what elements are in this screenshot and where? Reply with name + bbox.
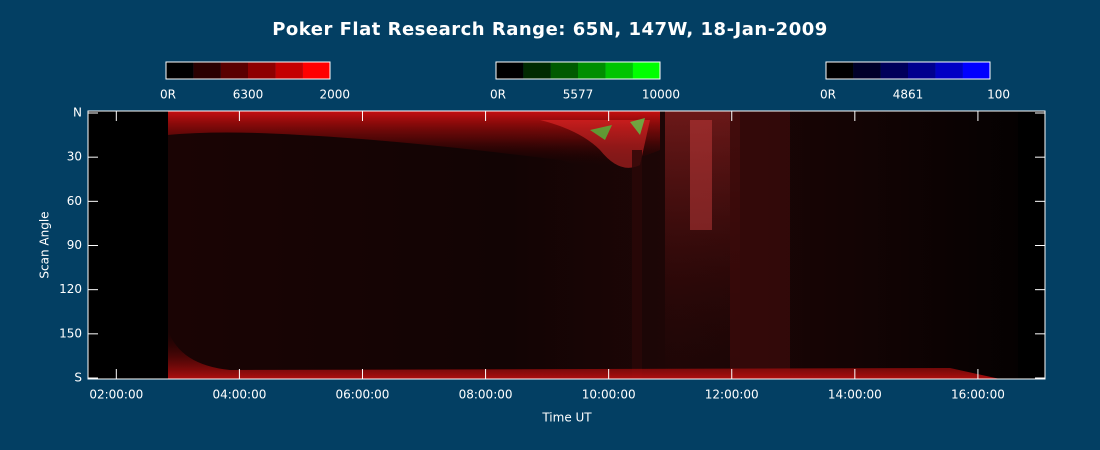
colorbar-max-label: 10000: [642, 88, 680, 102]
chart-title: Poker Flat Research Range: 65N, 147W, 18…: [272, 19, 828, 40]
x-tick-label: 16:00:00: [951, 388, 1005, 402]
colorbar-max-label: 2000: [319, 88, 350, 102]
keogram-image: [88, 111, 1045, 379]
x-tick-label: 02:00:00: [89, 388, 143, 402]
colorbar-name: 4861: [893, 88, 924, 102]
x-tick-label: 04:00:00: [212, 388, 266, 402]
colorbar-segment: [908, 62, 936, 79]
y-tick-label: 90: [67, 238, 82, 252]
colorbar-segment: [853, 62, 881, 79]
colorbar-frame: [165, 61, 331, 80]
colorbar-segment: [632, 62, 660, 79]
colorbar-segment: [962, 62, 990, 79]
colorbar-min-label: 0R: [820, 88, 836, 102]
colorbar-segment: [826, 62, 854, 79]
x-tick-label: 14:00:00: [828, 388, 882, 402]
y-tick-label: S: [74, 371, 82, 385]
y-tick-label: 60: [67, 194, 82, 208]
colorbar-frame: [825, 61, 991, 80]
y-tick-label: 150: [59, 326, 82, 340]
colorbar-min-label: 0R: [490, 88, 506, 102]
y-tick-label: 30: [67, 150, 82, 164]
colorbar-name: 6300: [233, 88, 264, 102]
colorbar-min-label: 0R: [160, 88, 176, 102]
colorbar-name: 5577: [563, 88, 594, 102]
colorbar-segment: [193, 62, 221, 79]
colorbar-segment: [275, 62, 303, 79]
colorbar-segment: [302, 62, 330, 79]
colorbar-segment: [166, 62, 194, 79]
x-tick-label: 08:00:00: [459, 388, 513, 402]
colorbar-segment: [880, 62, 908, 79]
colorbar-segment: [248, 62, 276, 79]
colorbar-max-label: 100: [987, 88, 1010, 102]
colorbar-segment: [550, 62, 578, 79]
colorbar-segment: [578, 62, 606, 79]
x-tick-label: 10:00:00: [582, 388, 636, 402]
x-tick-label: 06:00:00: [336, 388, 390, 402]
y-axis-label: Scan Angle: [38, 211, 52, 278]
colorbar-segment: [935, 62, 963, 79]
colorbar-segment: [220, 62, 248, 79]
y-tick-label: N: [73, 106, 82, 120]
x-axis-label: Time UT: [541, 411, 592, 425]
y-tick-label: 120: [59, 282, 82, 296]
colorbar-segment: [605, 62, 633, 79]
colorbar-frame: [495, 61, 661, 80]
x-tick-label: 12:00:00: [705, 388, 759, 402]
colorbar-segment: [496, 62, 524, 79]
colorbar-segment: [523, 62, 551, 79]
